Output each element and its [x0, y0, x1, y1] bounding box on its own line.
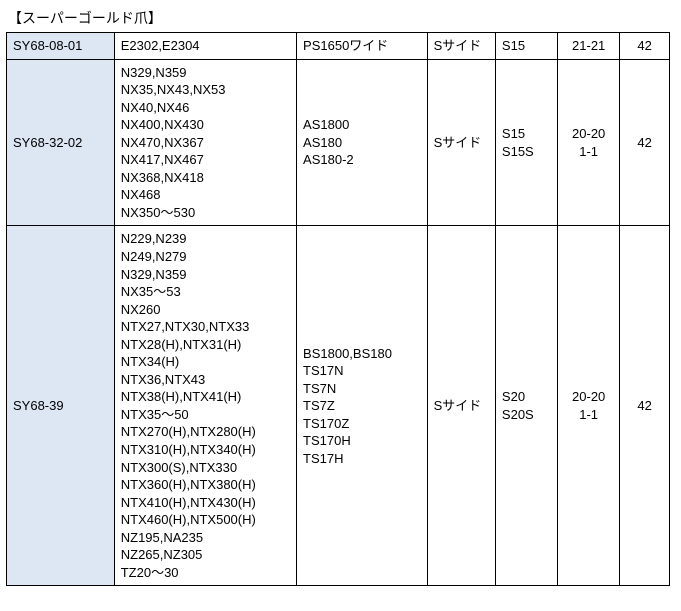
table-row: SY68-08-01 E2302,E2304 PS1650ワイド Sサイド S1… [7, 33, 670, 60]
cell-qty: 42 [620, 226, 670, 586]
cell-qty: 42 [620, 33, 670, 60]
cell-type: BS1800,BS180 TS17N TS7N TS7Z TS170Z TS17… [297, 226, 428, 586]
table-row: SY68-39 N229,N239 N249,N279 N329,N359 NX… [7, 226, 670, 586]
cell-models: E2302,E2304 [114, 33, 296, 60]
data-table: SY68-08-01 E2302,E2304 PS1650ワイド Sサイド S1… [6, 32, 670, 586]
cell-code: SY68-08-01 [7, 33, 115, 60]
cell-models: N329,N359 NX35,NX43,NX53 NX40,NX46 NX400… [114, 59, 296, 226]
cell-code: SY68-39 [7, 226, 115, 586]
cell-size: S20 S20S [495, 226, 557, 586]
page-wrap: 【スーパーゴールド爪】 SY68-08-01 E2302,E2304 PS165… [0, 0, 681, 592]
cell-qty: 42 [620, 59, 670, 226]
cell-dim: 20-20 1-1 [558, 226, 620, 586]
cell-dim: 21-21 [558, 33, 620, 60]
cell-side: Sサイド [427, 33, 495, 60]
cell-size: S15 [495, 33, 557, 60]
cell-side: Sサイド [427, 226, 495, 586]
cell-models: N229,N239 N249,N279 N329,N359 NX35～53 NX… [114, 226, 296, 586]
cell-type: PS1650ワイド [297, 33, 428, 60]
section-title: 【スーパーゴールド爪】 [8, 8, 675, 28]
cell-code: SY68-32-02 [7, 59, 115, 226]
cell-type: AS1800 AS180 AS180-2 [297, 59, 428, 226]
cell-dim: 20-20 1-1 [558, 59, 620, 226]
table-row: SY68-32-02 N329,N359 NX35,NX43,NX53 NX40… [7, 59, 670, 226]
cell-side: Sサイド [427, 59, 495, 226]
cell-size: S15 S15S [495, 59, 557, 226]
